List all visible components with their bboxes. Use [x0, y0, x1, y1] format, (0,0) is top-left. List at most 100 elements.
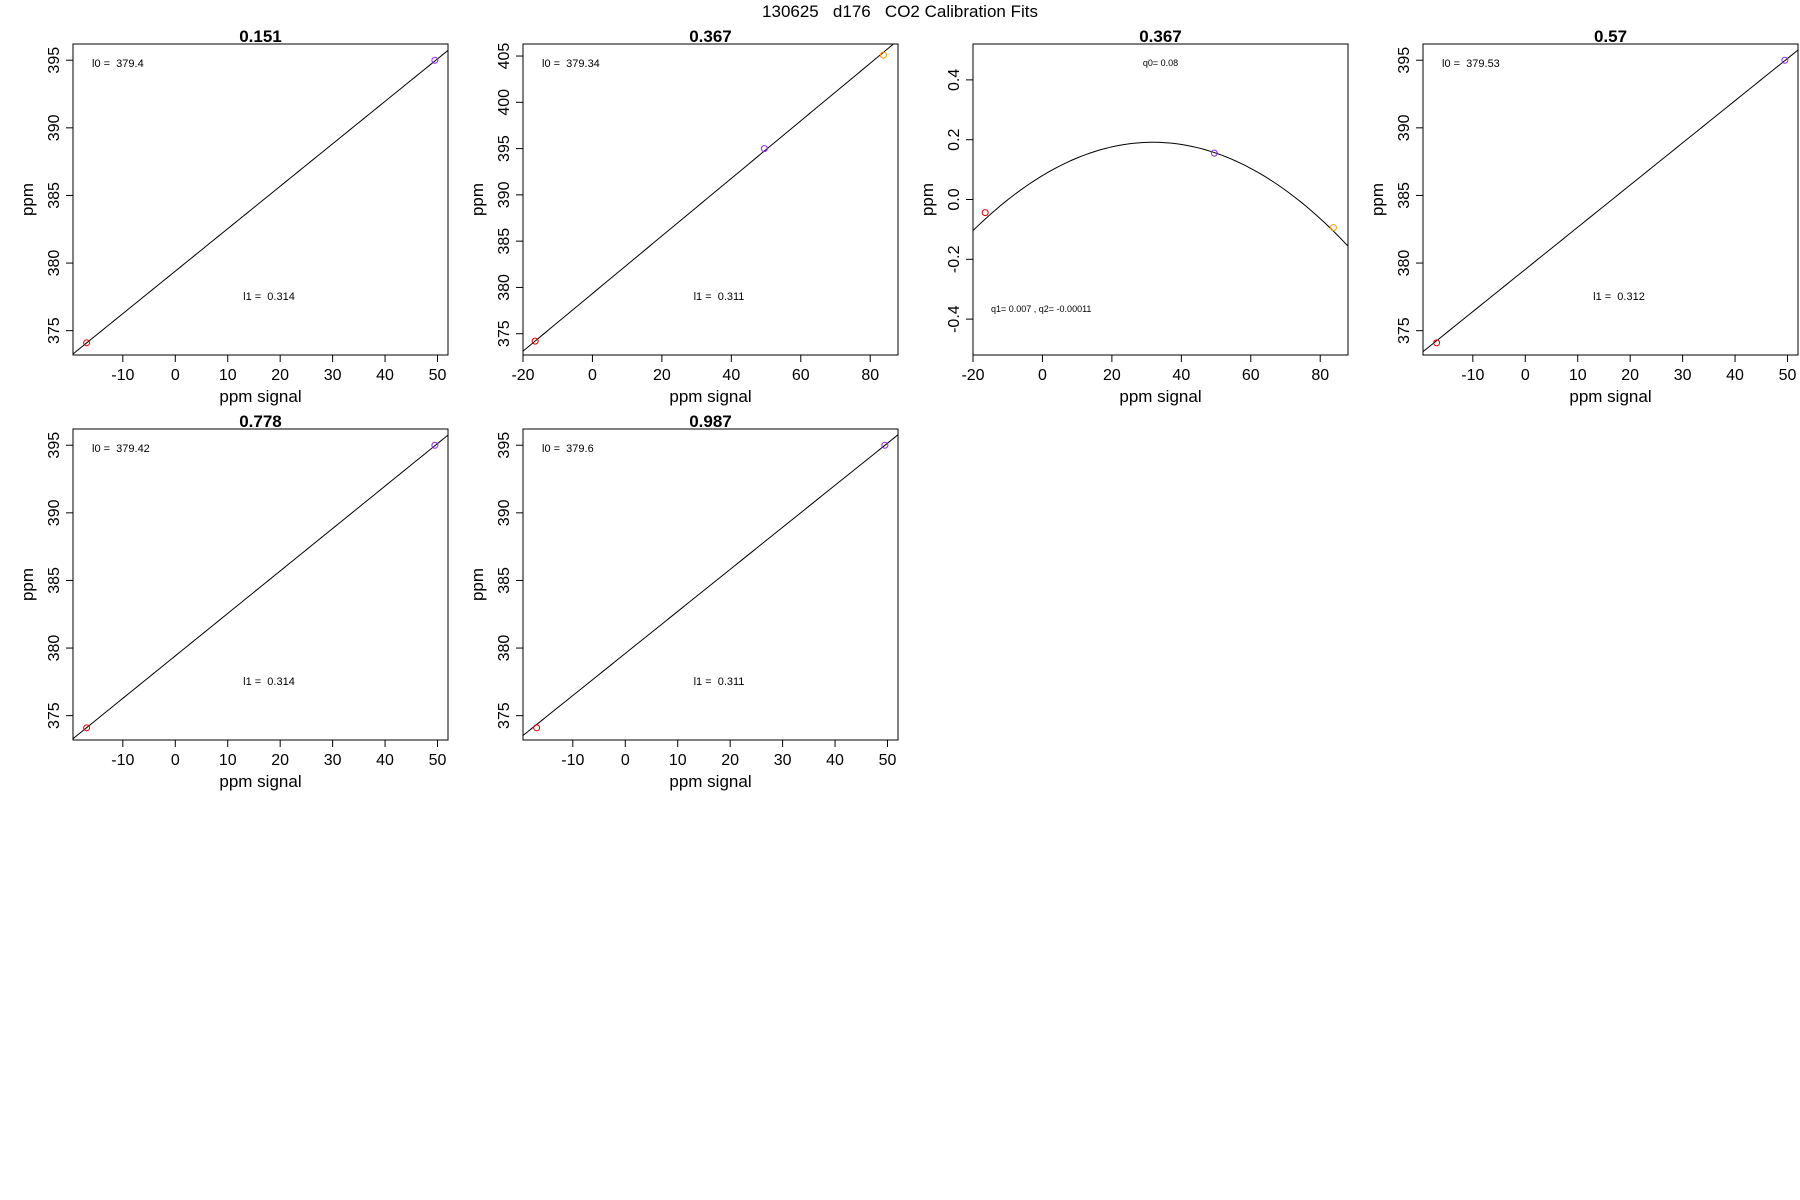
x-tick-label: 10	[219, 752, 237, 769]
fit-line	[73, 49, 448, 355]
x-axis-label: ppm signal	[219, 772, 301, 791]
plot-frame	[1422, 43, 1799, 356]
x-tick-label: 40	[722, 367, 740, 384]
y-tick-label: 380	[496, 635, 513, 662]
data-point	[981, 209, 989, 217]
y-tick-label: 395	[496, 135, 513, 162]
x-tick-label: 0	[171, 367, 180, 384]
x-axis-label: ppm signal	[669, 772, 751, 791]
y-tick-label: 0.4	[946, 69, 963, 91]
figure-title: 130625 d176 CO2 Calibration Fits	[762, 2, 1038, 21]
x-tick-label: -10	[561, 752, 584, 769]
x-tick-label: 80	[861, 367, 879, 384]
x-tick-label: -20	[961, 367, 984, 384]
x-tick-label: 20	[653, 367, 671, 384]
y-axis-label: ppm	[1368, 183, 1387, 216]
y-tick-label: 390	[1396, 114, 1413, 141]
x-tick-label: 40	[1726, 367, 1744, 384]
y-tick-label: 395	[46, 432, 63, 459]
fit-annotation: l0 = 379.4	[92, 58, 144, 70]
panel-title: 0.778	[239, 412, 282, 431]
x-tick-label: 80	[1311, 367, 1329, 384]
data-point	[1329, 224, 1337, 232]
data-point	[531, 337, 539, 345]
panel-title: 0.151	[239, 27, 282, 46]
fit-annotation: l0 = 379.42	[92, 443, 150, 455]
y-tick-label: 385	[496, 228, 513, 255]
data-point	[83, 339, 91, 347]
data-point	[1781, 56, 1789, 64]
x-tick-label: 40	[1172, 367, 1190, 384]
fit-annotation: q0= 0.08	[1143, 58, 1178, 68]
y-tick-label: 375	[496, 702, 513, 729]
fit-line	[523, 434, 898, 736]
calibration-panel-2: 0.367 -20 0 20 40 60 80 375 380 385 390 395 400 405 pp…	[468, 27, 899, 406]
x-tick-label: 30	[774, 752, 792, 769]
data-point	[879, 51, 887, 59]
y-axis-label: ppm	[468, 568, 487, 601]
y-tick-label: 395	[1396, 47, 1413, 74]
y-tick-label: 380	[496, 274, 513, 301]
data-point	[760, 145, 768, 153]
y-tick-label: 395	[496, 432, 513, 459]
calibration-panel-3: 0.367 -20 0 20 40 60 80 -0.4 -0.2 0.0 0.2 0.4 ppm si…	[918, 27, 1349, 406]
y-tick-label: 375	[1396, 317, 1413, 344]
fit-annotation: l1 = 0.314	[243, 676, 295, 688]
plot-frame	[522, 43, 899, 356]
data-point	[431, 441, 439, 449]
plot-frame	[522, 428, 899, 741]
fit-annotation: l0 = 379.34	[542, 58, 600, 70]
x-tick-label: 10	[669, 752, 687, 769]
fit-annotation: l0 = 379.53	[1442, 58, 1500, 70]
y-tick-label: 390	[46, 114, 63, 141]
y-tick-label: -0.4	[946, 305, 963, 333]
y-tick-label: 380	[46, 635, 63, 662]
x-tick-label: 0	[621, 752, 630, 769]
x-axis-label: ppm signal	[669, 387, 751, 406]
x-tick-label: 0	[171, 752, 180, 769]
y-axis-label: ppm	[18, 568, 37, 601]
y-axis-label: ppm	[468, 183, 487, 216]
x-tick-label: -20	[511, 367, 534, 384]
x-tick-label: 40	[826, 752, 844, 769]
fit-annotation: l1 = 0.311	[694, 676, 745, 688]
panel-title: 0.57	[1594, 27, 1627, 46]
x-tick-label: 30	[1674, 367, 1692, 384]
x-tick-label: 30	[324, 367, 342, 384]
fit-line	[523, 44, 895, 352]
y-tick-label: 0.0	[946, 188, 963, 210]
x-tick-label: -10	[1461, 367, 1484, 384]
x-tick-label: 50	[429, 752, 447, 769]
panel-title: 0.367	[1139, 27, 1182, 46]
y-tick-label: 390	[46, 499, 63, 526]
y-tick-label: 375	[46, 702, 63, 729]
fit-line	[73, 434, 448, 740]
y-tick-label: 385	[1396, 182, 1413, 209]
x-tick-label: 0	[588, 367, 597, 384]
data-point	[1433, 339, 1441, 347]
y-tick-label: 390	[496, 181, 513, 208]
data-point	[1210, 149, 1218, 157]
x-tick-label: 10	[219, 367, 237, 384]
x-tick-label: 20	[271, 752, 289, 769]
y-tick-label: 385	[46, 182, 63, 209]
calibration-panel-5: 0.778 -10 0 10 20 30 40 50 375 380 385 390 395 ppm si…	[18, 412, 449, 791]
x-tick-label: 60	[792, 367, 810, 384]
calibration-panel-4: 0.57 -10 0 10 20 30 40 50 375 380 385 390 395 ppm sig…	[1368, 27, 1799, 406]
fit-annotation: q1= 0.007 , q2= -0.00011	[991, 304, 1091, 314]
x-tick-label: 20	[1103, 367, 1121, 384]
data-point	[881, 441, 889, 449]
calibration-panel-1: 0.151 -10 0 10 20 30 40 50 375 380 385 390 395 ppm si…	[18, 27, 449, 406]
calibration-panel-6: 0.987 -10 0 10 20 30 40 50 375 380 385 390 395 ppm si…	[468, 412, 899, 791]
x-tick-label: 40	[376, 752, 394, 769]
x-axis-label: ppm signal	[219, 387, 301, 406]
y-tick-label: 0.2	[946, 128, 963, 150]
data-point	[533, 724, 541, 732]
x-tick-label: 30	[324, 752, 342, 769]
y-tick-label: 385	[46, 567, 63, 594]
x-tick-label: 50	[879, 752, 897, 769]
y-axis-label: ppm	[918, 183, 937, 216]
y-tick-label: 380	[46, 250, 63, 277]
fit-annotation: l0 = 379.6	[542, 443, 594, 455]
x-tick-label: 40	[376, 367, 394, 384]
